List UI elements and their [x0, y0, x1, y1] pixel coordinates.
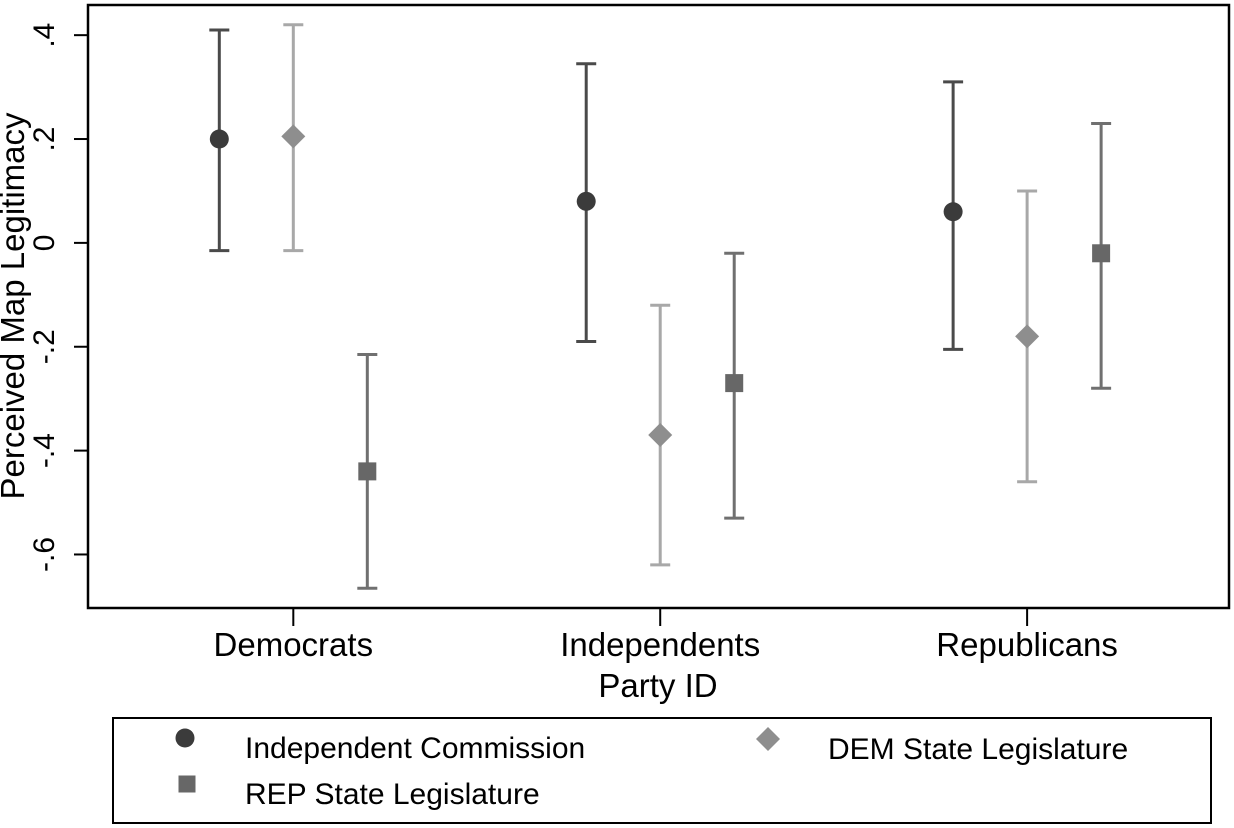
point-square-Democrats: [357, 353, 378, 590]
legend-entry-rep-state-legislature: REP State Legislature: [175, 772, 540, 818]
legend-entry-dem-state-legislature: DEM State Legislature: [756, 727, 1128, 773]
legend-label: Independent Commission: [245, 732, 586, 765]
legend: Independent Commission DEM State Legisla…: [112, 717, 1212, 824]
marker-circle: [576, 191, 596, 211]
y-tick-label: -.4: [28, 433, 61, 468]
plot-border: [86, 3, 1231, 610]
marker-diamond: [281, 124, 306, 149]
x-category-label: Republicans: [936, 626, 1118, 663]
legend-diamond-icon: [756, 727, 780, 751]
point-circle-Republicans: [943, 80, 964, 351]
marker-square: [1092, 244, 1111, 263]
point-circle-Democrats: [209, 28, 230, 253]
point-diamond-Independents: [648, 303, 673, 567]
point-square-Independents: [724, 251, 745, 520]
marker-diamond: [1015, 324, 1040, 349]
legend-square-icon: [178, 775, 196, 793]
marker-square: [725, 374, 744, 393]
legend-circle-icon: [175, 728, 195, 748]
point-circle-Independents: [576, 62, 597, 344]
y-tick-label: .2: [28, 127, 61, 152]
plot-layer: .4 .2 0 -.2 -.4 -.6 Democrats Independents Repub…: [28, 3, 1231, 663]
y-tick-label: -.2: [28, 329, 61, 364]
y-tick-label: -.6: [28, 537, 61, 572]
point-diamond-Republicans: [1015, 189, 1040, 484]
marker-square: [358, 462, 377, 481]
marker-circle: [943, 202, 963, 222]
marker-diamond: [648, 423, 673, 448]
y-tick-label: 0: [28, 235, 61, 252]
x-axis-title: Party ID: [598, 667, 717, 704]
x-category-label: Independents: [560, 626, 760, 663]
legend-label: DEM State Legislature: [828, 733, 1129, 766]
legend-entry-independent-commission: Independent Commission: [173, 726, 585, 772]
y-tick-label: .4: [28, 23, 61, 48]
y-axis-title: Perceived Map Legitimacy: [0, 112, 31, 500]
point-square-Republicans: [1091, 121, 1112, 390]
x-category-label: Democrats: [214, 626, 374, 663]
legend-label: REP State Legislature: [245, 778, 540, 811]
marker-circle: [209, 129, 229, 149]
point-diamond-Democrats: [281, 23, 306, 253]
